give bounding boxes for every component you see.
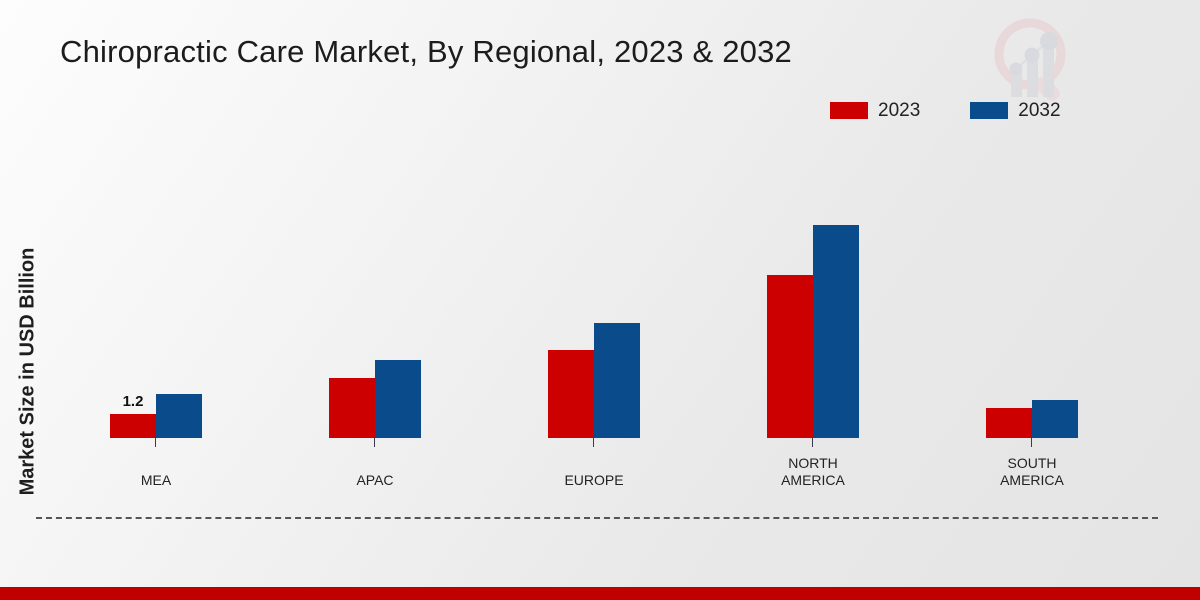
bar-2032[interactable] [594,322,640,438]
x-axis-tick [1031,438,1032,447]
bar-2023[interactable] [548,350,594,438]
category-label-line: NORTH [788,455,838,471]
bar-2032[interactable] [375,360,421,438]
bar-pair [329,360,421,438]
x-axis-tick [812,438,813,447]
x-axis-tick [155,438,156,447]
bottom-accent-band [0,587,1200,600]
x-axis-baseline [36,517,1158,519]
x-axis-tick [593,438,594,447]
x-axis-category-label: SOUTH AMERICA [946,455,1118,489]
legend-label-2023: 2023 [878,100,921,121]
bar-2023[interactable] [986,408,1032,438]
bar-2032[interactable] [156,394,202,438]
bar-pair [767,225,859,438]
magnifier-bar-chart-logo-icon [980,12,1090,107]
category-label-line: APAC [356,472,394,488]
bar-pair [986,400,1078,438]
x-axis-tick [374,438,375,447]
bar-2023[interactable] [767,274,813,438]
category-label-line: MEA [140,472,172,488]
legend-item-2023[interactable]: 2023 [830,101,920,120]
x-axis-category-label: APAC [289,472,461,489]
category-label-line: AMERICA [781,472,845,488]
legend-swatch-blue-icon [970,102,1009,119]
category-label-line: SOUTH [1007,455,1057,471]
bar-2032[interactable] [813,225,859,438]
x-axis-category-label: MEA [70,472,242,489]
bar-2023[interactable] [110,414,156,438]
category-label-line: AMERICA [1000,472,1064,488]
bar-pair [548,322,640,438]
x-axis-category-label: NORTH AMERICA [727,455,899,489]
bar-pair [110,394,202,438]
legend-label-2032: 2032 [1018,100,1061,121]
bar-2023[interactable] [329,378,375,438]
legend-item-2032[interactable]: 2032 [970,100,1061,121]
chart-legend: 2023 2032 [830,101,1061,120]
chart-title: Chiropractic Care Market, By Regional, 2… [60,34,792,69]
x-axis-category-label: EUROPE [508,472,680,489]
bar-value-label: 1.2 [122,393,144,411]
bar-2032[interactable] [1032,400,1078,438]
category-label-line: EUROPE [564,472,624,488]
legend-swatch-red-icon [830,102,868,119]
